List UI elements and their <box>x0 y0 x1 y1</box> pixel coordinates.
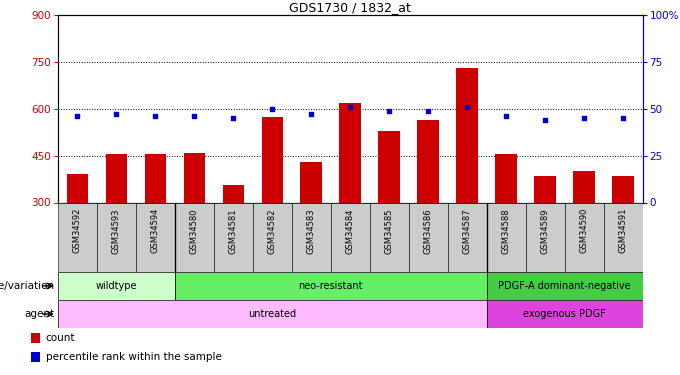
Point <box>189 113 200 119</box>
Bar <box>526 202 564 272</box>
Text: agent: agent <box>24 309 54 319</box>
Text: genotype/variation: genotype/variation <box>0 281 54 291</box>
Text: GSM34590: GSM34590 <box>579 208 589 254</box>
Text: PDGF-A dominant-negative: PDGF-A dominant-negative <box>498 281 631 291</box>
Text: GSM34587: GSM34587 <box>462 208 472 254</box>
Text: GSM34584: GSM34584 <box>345 208 355 254</box>
Bar <box>58 272 175 300</box>
Text: GSM34585: GSM34585 <box>385 208 394 254</box>
Bar <box>409 202 447 272</box>
Title: GDS1730 / 1832_at: GDS1730 / 1832_at <box>289 1 411 14</box>
Bar <box>136 202 175 272</box>
Bar <box>175 272 487 300</box>
Bar <box>184 153 205 203</box>
Text: GSM34580: GSM34580 <box>190 208 199 254</box>
Bar <box>175 202 214 272</box>
Point <box>579 115 590 121</box>
Text: count: count <box>46 333 75 344</box>
Bar <box>487 202 526 272</box>
Bar <box>105 154 127 203</box>
Bar <box>487 300 643 328</box>
Bar <box>447 202 487 272</box>
Bar <box>496 154 517 203</box>
Bar <box>67 174 88 202</box>
Text: exogenous PDGF: exogenous PDGF <box>523 309 606 319</box>
Point <box>423 108 434 114</box>
Point <box>306 111 317 117</box>
Text: GSM34582: GSM34582 <box>268 208 277 254</box>
Text: GSM34581: GSM34581 <box>228 208 238 254</box>
Text: neo-resistant: neo-resistant <box>299 281 363 291</box>
Bar <box>456 68 478 203</box>
Text: GSM34588: GSM34588 <box>502 208 511 254</box>
Bar <box>222 185 244 202</box>
Bar <box>31 352 40 362</box>
Point <box>617 115 628 121</box>
Point <box>72 113 83 119</box>
Bar <box>613 176 634 203</box>
Bar <box>339 102 361 202</box>
Text: GSM34586: GSM34586 <box>424 208 432 254</box>
Bar <box>253 202 292 272</box>
Text: wildtype: wildtype <box>95 281 137 291</box>
Text: GSM34592: GSM34592 <box>73 208 82 254</box>
Bar <box>31 333 40 343</box>
Point <box>462 104 473 110</box>
Bar <box>301 162 322 202</box>
Bar <box>534 176 556 203</box>
Bar <box>370 202 409 272</box>
Point <box>111 111 122 117</box>
Text: untreated: untreated <box>248 309 296 319</box>
Point <box>384 108 394 114</box>
Bar <box>262 117 283 202</box>
Bar <box>145 154 166 203</box>
Text: GSM34593: GSM34593 <box>112 208 121 254</box>
Bar <box>292 202 330 272</box>
Bar <box>58 300 487 328</box>
Bar <box>487 272 643 300</box>
Bar <box>330 202 370 272</box>
Bar <box>214 202 253 272</box>
Point <box>500 113 511 119</box>
Text: GSM34583: GSM34583 <box>307 208 316 254</box>
Text: GSM34591: GSM34591 <box>619 208 628 254</box>
Point <box>228 115 239 121</box>
Point <box>150 113 160 119</box>
Text: GSM34589: GSM34589 <box>541 208 549 254</box>
Point <box>267 106 277 112</box>
Text: GSM34594: GSM34594 <box>151 208 160 254</box>
Bar <box>573 171 595 202</box>
Point <box>540 117 551 123</box>
Text: percentile rank within the sample: percentile rank within the sample <box>46 352 222 363</box>
Bar <box>379 130 400 203</box>
Bar <box>97 202 136 272</box>
Bar <box>564 202 604 272</box>
Bar <box>418 120 439 202</box>
Bar <box>604 202 643 272</box>
Point <box>345 104 356 110</box>
Bar <box>58 202 97 272</box>
